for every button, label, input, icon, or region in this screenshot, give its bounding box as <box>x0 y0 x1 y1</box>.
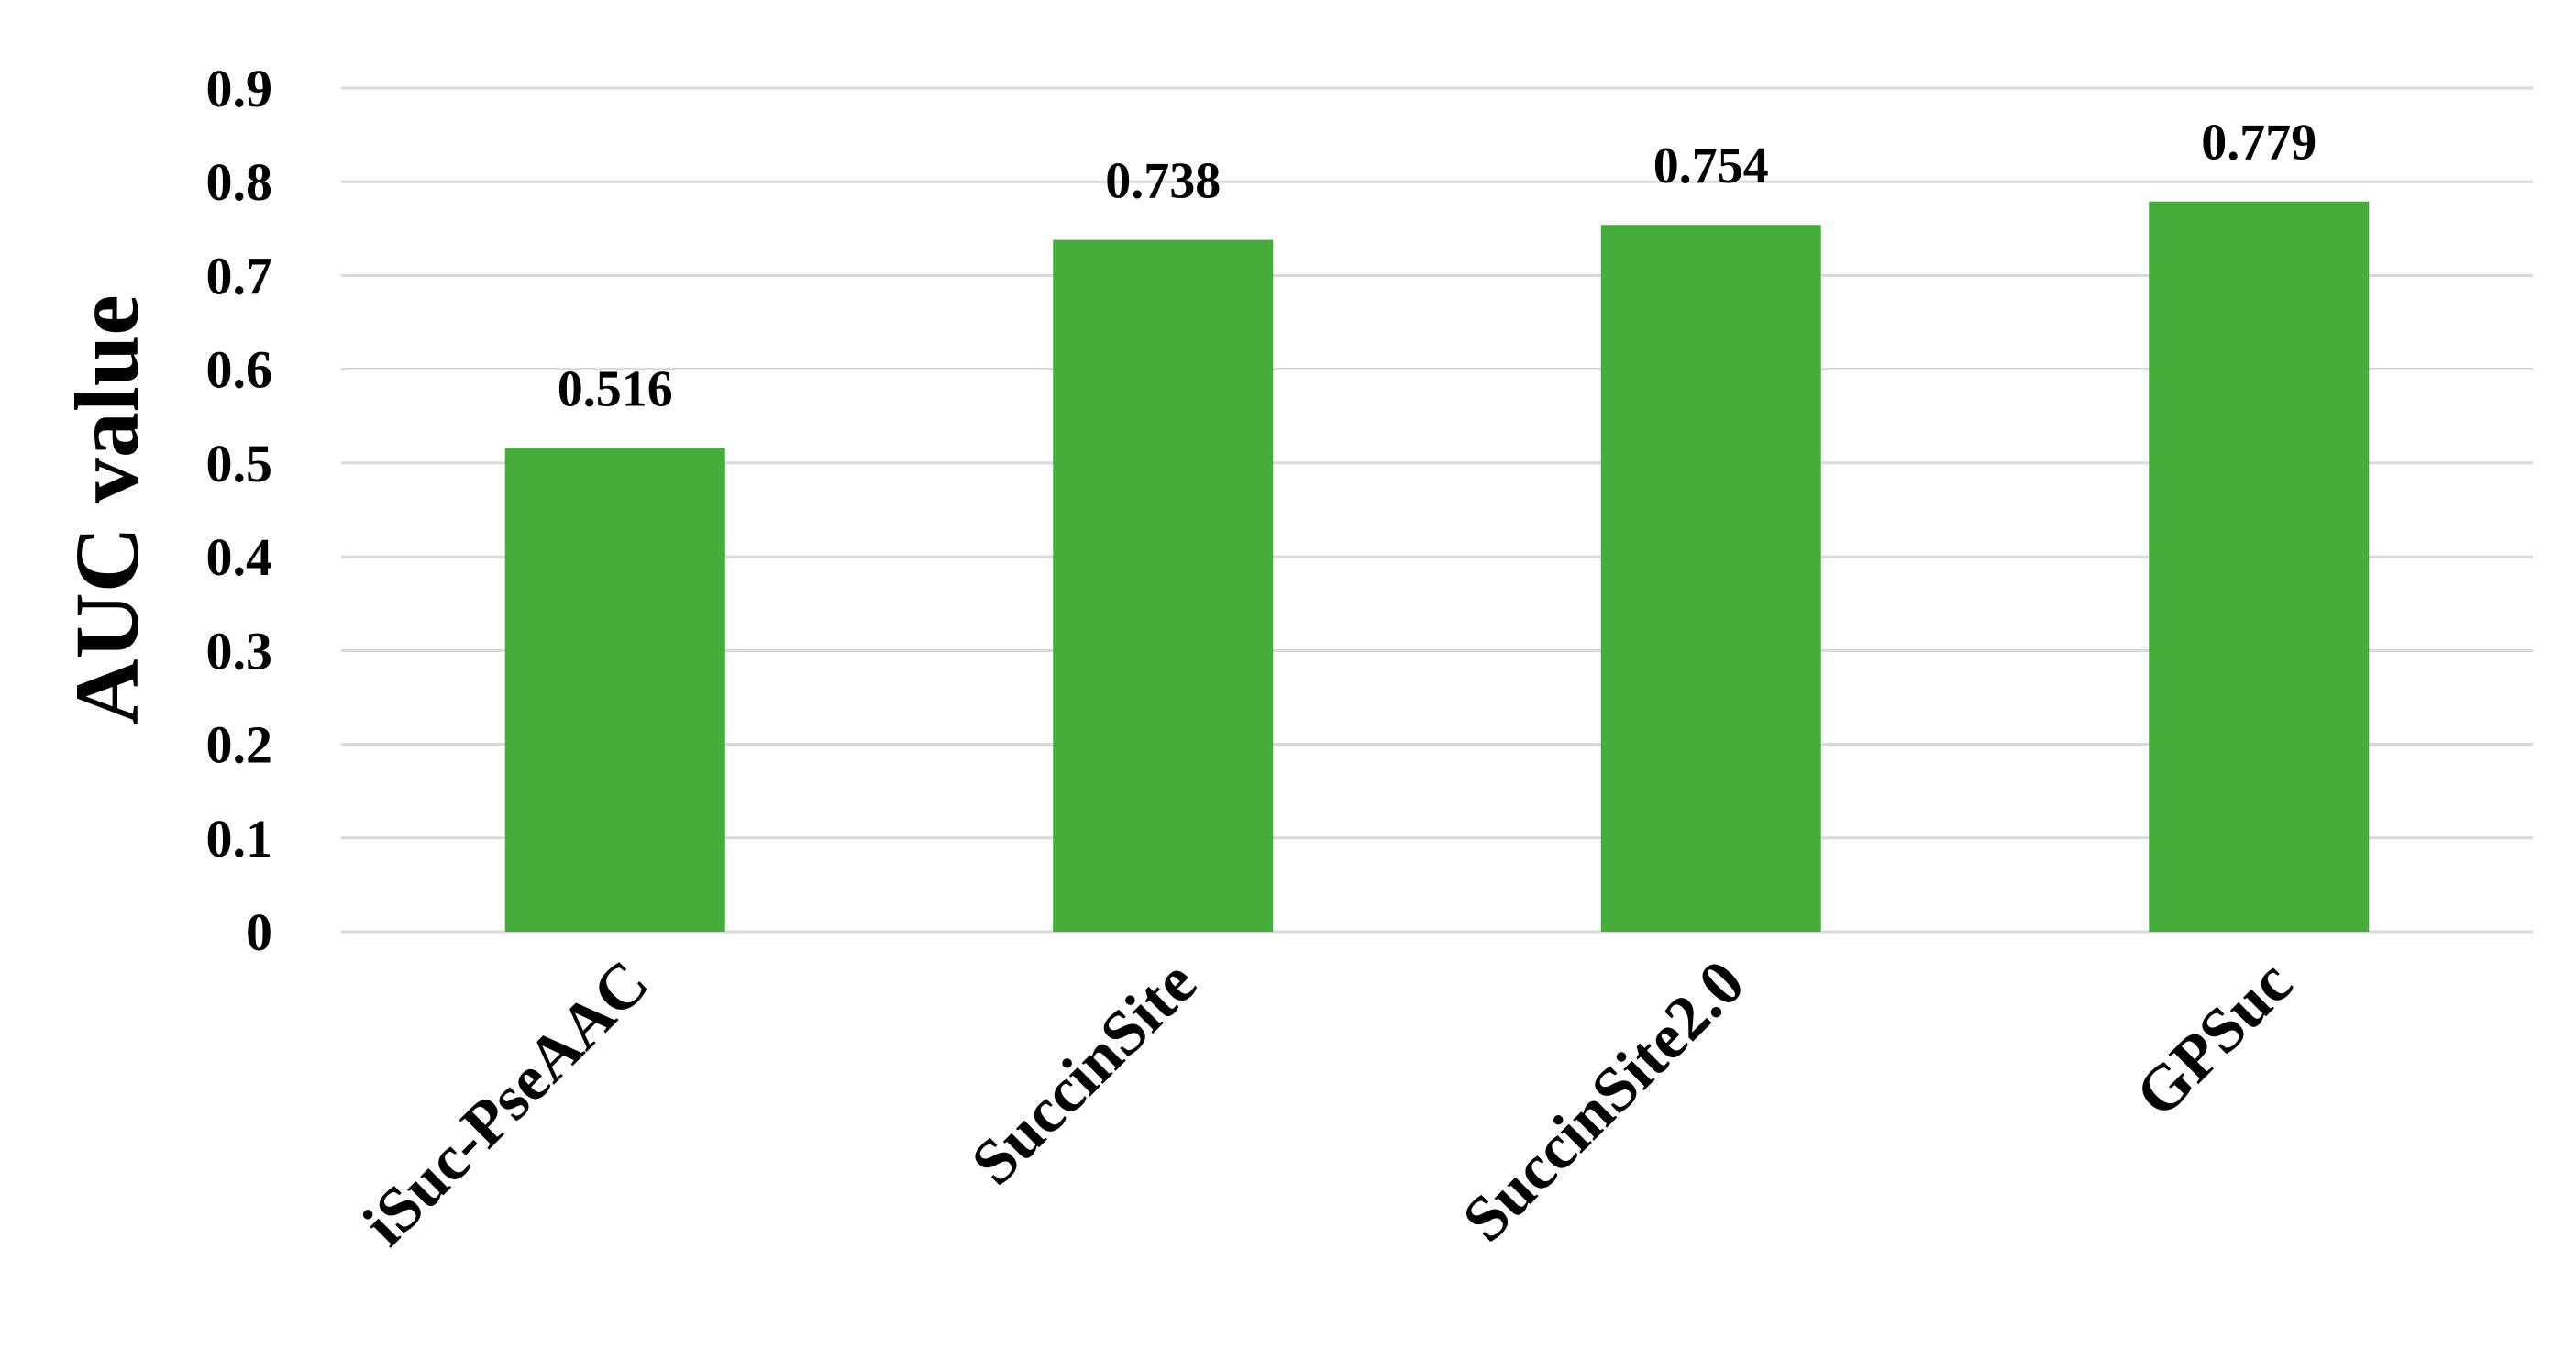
data-label: 0.754 <box>1653 138 1769 194</box>
y-tick-label: 0.7 <box>206 246 273 305</box>
bar <box>2149 201 2370 932</box>
y-tick-label: 0.1 <box>206 809 273 868</box>
x-tick-label: GPSuc <box>2122 947 2305 1131</box>
y-tick-label: 0.3 <box>206 621 273 680</box>
y-tick-label: 0.9 <box>206 59 273 118</box>
y-axis-title: AUC value <box>56 294 158 724</box>
data-labels: 0.516 0.738 0.754 0.779 <box>558 115 2317 418</box>
y-axis-ticks: 0 0.1 0.2 0.3 0.4 0.5 0.6 0.7 0.8 0.9 <box>206 59 273 962</box>
x-axis-ticks: iSuc-PseAAC SuccinSite SuccinSite2.0 GPSuc <box>350 947 2306 1259</box>
y-tick-label: 0.4 <box>206 527 273 587</box>
data-label: 0.779 <box>2201 115 2316 171</box>
x-tick-label: SuccinSite2.0 <box>1450 947 1758 1255</box>
bars <box>504 201 2370 933</box>
bar <box>1053 239 1274 933</box>
y-tick-label: 0.5 <box>206 434 273 493</box>
y-tick-label: 0.2 <box>206 715 273 775</box>
x-tick-label: SuccinSite <box>958 947 1210 1199</box>
data-label: 0.516 <box>558 361 673 418</box>
data-label: 0.738 <box>1105 153 1221 210</box>
x-tick-label: iSuc-PseAAC <box>350 947 662 1259</box>
bar <box>1600 225 1821 932</box>
y-tick-label: 0 <box>246 902 272 962</box>
bar <box>504 448 725 932</box>
y-tick-label: 0.8 <box>206 152 273 212</box>
y-tick-label: 0.6 <box>206 340 273 400</box>
